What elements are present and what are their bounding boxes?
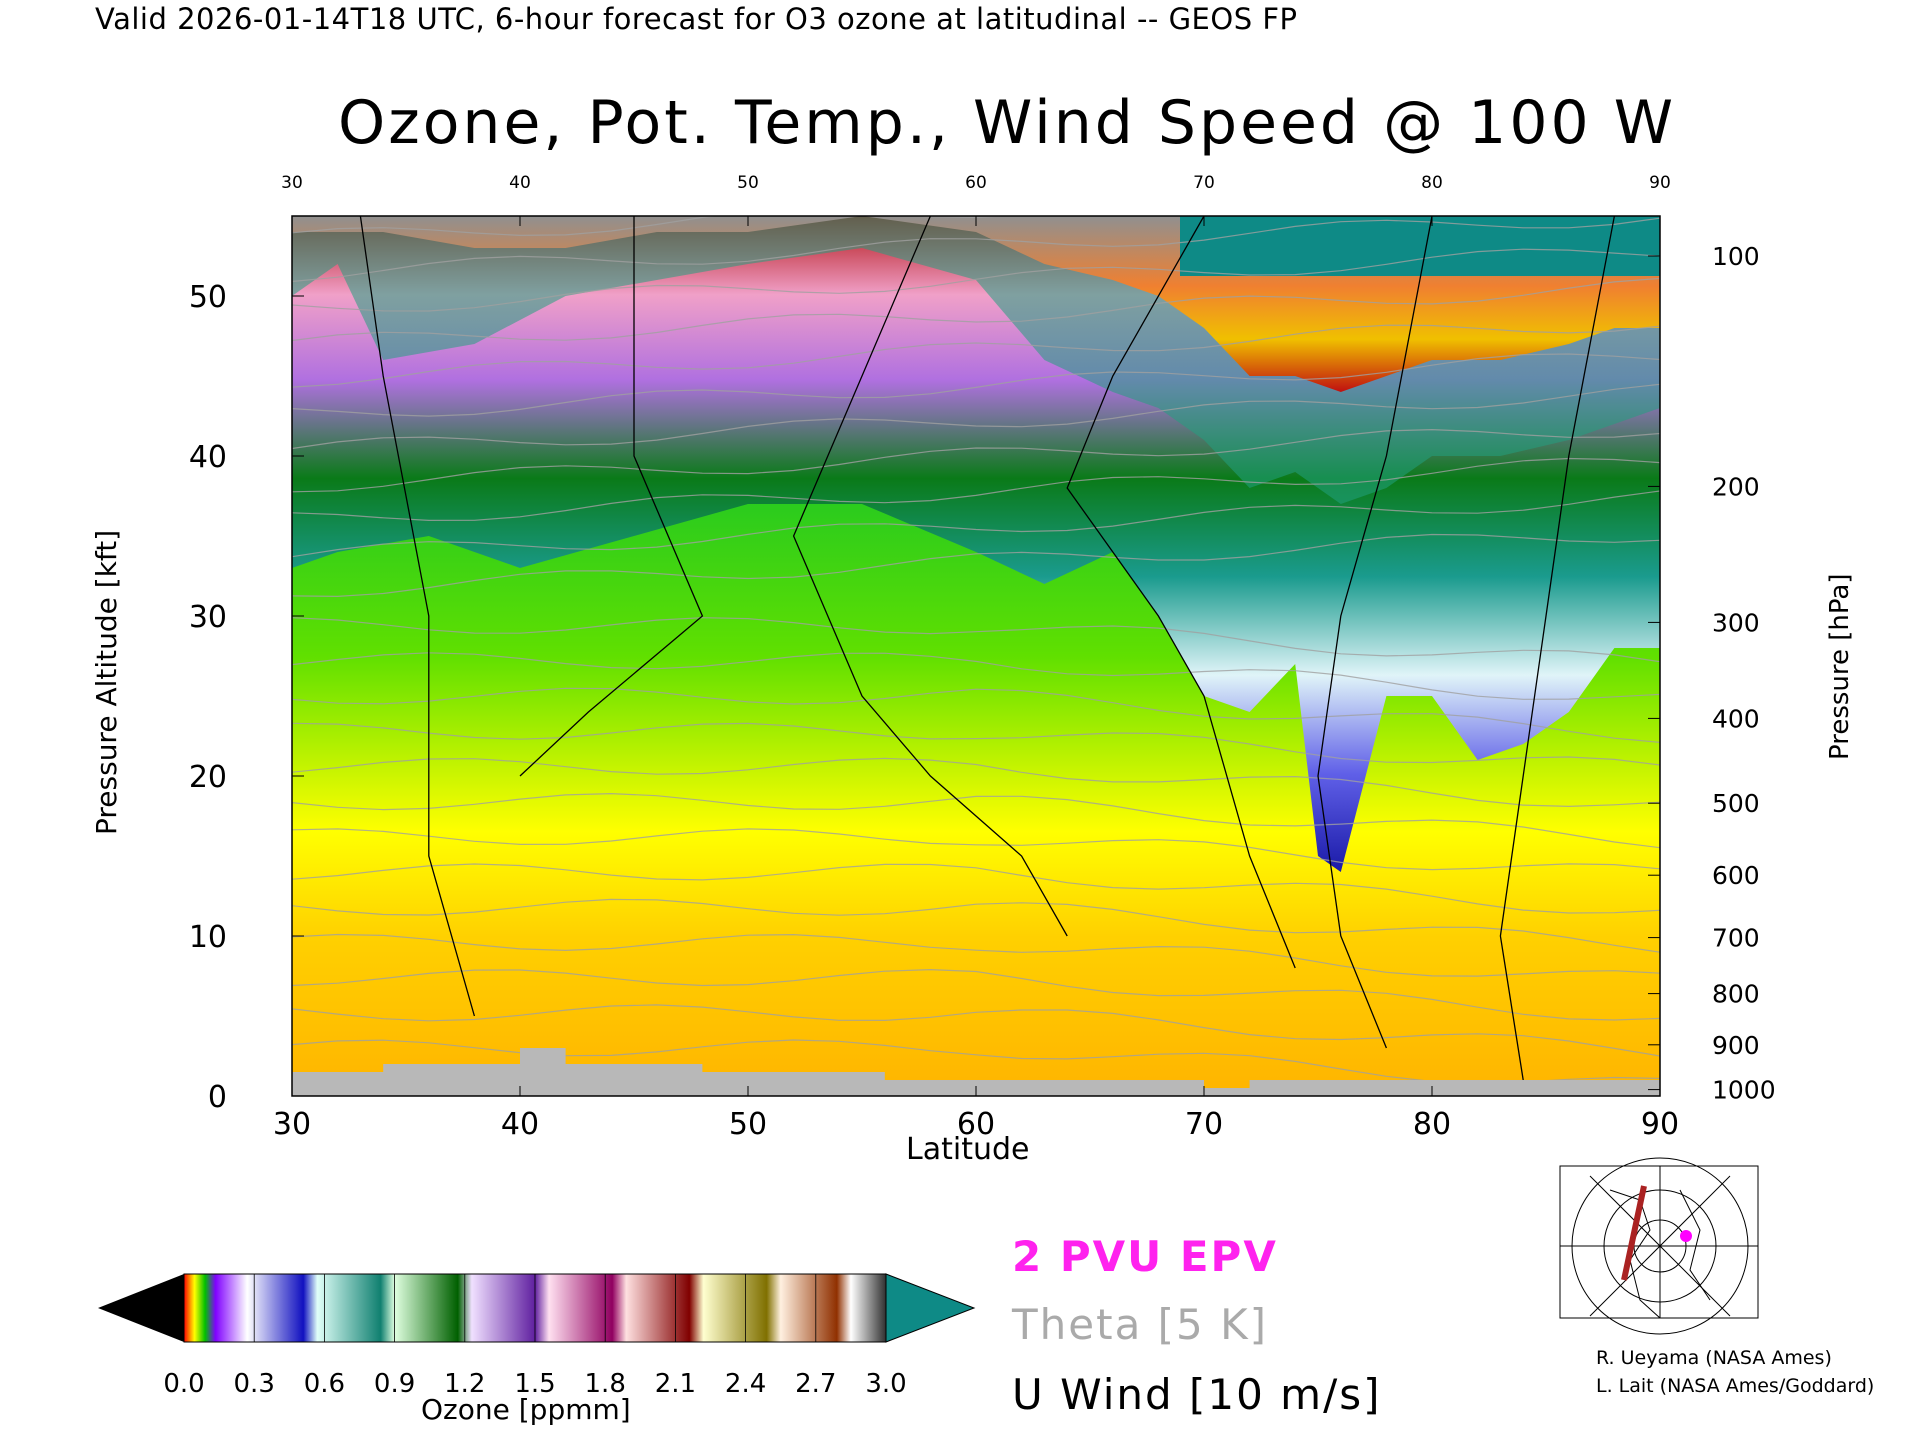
chart-title: Ozone, Pot. Temp., Wind Speed @ 100 W bbox=[338, 88, 1677, 158]
right-tick-label: 700 bbox=[1712, 924, 1760, 953]
right-tick-label: 400 bbox=[1712, 704, 1760, 733]
right-tick-label: 800 bbox=[1712, 980, 1760, 1009]
colorbar-tick-label: 3.0 bbox=[865, 1369, 906, 1399]
right-tick-label: 200 bbox=[1712, 472, 1760, 501]
wind-contour bbox=[1499, 216, 1616, 1081]
colorbar-tick-label: 1.8 bbox=[585, 1369, 626, 1399]
x-tick-label: 30 bbox=[273, 1107, 311, 1142]
legend-epv: 2 PVU EPV bbox=[1012, 1232, 1278, 1281]
y-tick-label: 20 bbox=[189, 760, 227, 795]
colorbar-tick-label: 0.9 bbox=[374, 1369, 415, 1399]
theta-contour bbox=[292, 490, 1660, 558]
colorbar-tick-label: 1.2 bbox=[444, 1369, 485, 1399]
theta-contour bbox=[292, 353, 1660, 417]
ground-mask bbox=[292, 1048, 1660, 1096]
top-tick-label: 30 bbox=[281, 173, 303, 193]
right-axis-label: Pressure [hPa] bbox=[1825, 573, 1855, 761]
wind-contour bbox=[519, 216, 704, 777]
colorbar-title: Ozone [ppmm] bbox=[421, 1393, 631, 1426]
colorbar-tick-label: 2.7 bbox=[795, 1369, 836, 1399]
colorbar-tick-label: 0.0 bbox=[163, 1369, 204, 1399]
valid-time-header: Valid 2026-01-14T18 UTC, 6-hour forecast… bbox=[95, 2, 1298, 36]
right-tick-label: 100 bbox=[1712, 242, 1760, 271]
theta-contour bbox=[292, 933, 1660, 977]
x-tick-label: 50 bbox=[729, 1107, 767, 1142]
colorbar: 0.0 0.3 0.6 0.9 1.2 1.5 1.8 2.1 2.4 2.7 3.0 bbox=[98, 1273, 976, 1399]
wind-contour bbox=[1317, 216, 1433, 1049]
plot-area bbox=[292, 216, 1660, 1096]
right-tick-label: 1000 bbox=[1712, 1076, 1776, 1105]
theta-contour bbox=[292, 652, 1660, 700]
colorbar-tick-label: 2.1 bbox=[655, 1369, 696, 1399]
theta-contour bbox=[292, 383, 1660, 450]
colorbar-tick-label: 1.5 bbox=[514, 1369, 555, 1399]
theta-contour bbox=[292, 248, 1660, 312]
y-tick-label: 0 bbox=[208, 1080, 227, 1115]
y-tick-label: 50 bbox=[189, 280, 227, 315]
top-tick-label: 80 bbox=[1421, 173, 1443, 193]
x-axis-label: Latitude bbox=[906, 1132, 1030, 1167]
colorbar-tick-label: 0.3 bbox=[234, 1369, 275, 1399]
wind-contour bbox=[792, 216, 1068, 937]
legend-theta: Theta [5 K] bbox=[1012, 1300, 1269, 1349]
wind-contours bbox=[359, 216, 1616, 1081]
y-tick-label: 40 bbox=[189, 440, 227, 475]
credit-line-1: R. Ueyama (NASA Ames) bbox=[1596, 1347, 1832, 1369]
right-tick-label: 600 bbox=[1712, 861, 1760, 890]
theta-contour bbox=[292, 828, 1660, 871]
theta-contour bbox=[292, 428, 1660, 493]
theta-contour bbox=[292, 863, 1660, 914]
top-tick-label: 50 bbox=[737, 173, 759, 193]
y-tick-label: 30 bbox=[189, 600, 227, 635]
wind-contour bbox=[1066, 216, 1296, 969]
theta-contour bbox=[292, 457, 1660, 522]
right-tick-label: 900 bbox=[1712, 1031, 1760, 1060]
top-tick-label: 70 bbox=[1193, 173, 1215, 193]
top-tick-label: 90 bbox=[1649, 173, 1671, 193]
theta-contour bbox=[292, 617, 1660, 663]
colorbar-tick-label: 0.6 bbox=[304, 1369, 345, 1399]
transect-line bbox=[1621, 1185, 1647, 1281]
right-tick-label: 500 bbox=[1712, 789, 1760, 818]
right-tick-label: 300 bbox=[1712, 608, 1760, 637]
x-tick-label: 60 bbox=[957, 1107, 995, 1142]
x-tick-label: 80 bbox=[1413, 1107, 1451, 1142]
theta-contour bbox=[292, 1004, 1660, 1057]
top-tick-label: 40 bbox=[509, 173, 531, 193]
y-axis-label: Pressure Altitude [kft] bbox=[90, 529, 123, 835]
colorbar-high-arrow bbox=[885, 1273, 976, 1343]
theta-contour bbox=[292, 324, 1660, 388]
theta-contour bbox=[292, 792, 1660, 849]
x-tick-label: 40 bbox=[501, 1107, 539, 1142]
theta-contour bbox=[292, 898, 1660, 953]
top-tick-label: 60 bbox=[965, 173, 987, 193]
teal-top-fill bbox=[1180, 216, 1660, 276]
theta-contour bbox=[292, 277, 1660, 342]
theta-contour bbox=[292, 757, 1660, 808]
y-tick-label: 10 bbox=[189, 920, 227, 955]
theta-contour bbox=[292, 722, 1660, 766]
wind-contour bbox=[359, 216, 476, 1017]
colorbar-low-arrow bbox=[98, 1274, 184, 1342]
colorbar-tick-label: 2.4 bbox=[725, 1369, 766, 1399]
x-tick-label: 90 bbox=[1641, 1107, 1679, 1142]
location-inset-map bbox=[1559, 1157, 1759, 1335]
x-tick-label: 70 bbox=[1185, 1107, 1223, 1142]
legend-wind: U Wind [10 m/s] bbox=[1012, 1370, 1382, 1419]
location-marker bbox=[1680, 1230, 1692, 1242]
credit-line-2: L. Lait (NASA Ames/Goddard) bbox=[1596, 1375, 1875, 1397]
theta-contour bbox=[292, 968, 1660, 1021]
theta-contour bbox=[292, 687, 1660, 743]
theta-contour bbox=[292, 533, 1660, 598]
